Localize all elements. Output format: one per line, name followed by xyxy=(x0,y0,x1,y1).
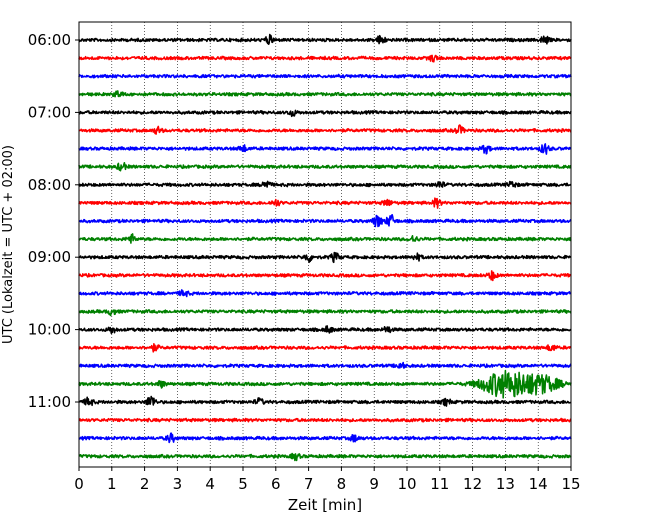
trace-1145 xyxy=(78,452,572,462)
trace-1015 xyxy=(78,343,572,353)
trace-1130 xyxy=(78,432,572,444)
trace-0830 xyxy=(78,214,572,228)
y-tick-label: 09:00 xyxy=(28,248,71,266)
x-tick-label: 14 xyxy=(529,475,548,493)
trace-0900 xyxy=(78,251,572,264)
x-tick-label: 12 xyxy=(463,475,482,493)
x-tick-label: 1 xyxy=(107,475,117,493)
y-tick-label: 06:00 xyxy=(28,31,71,49)
trace-1030 xyxy=(78,361,572,369)
trace-1045 xyxy=(78,369,572,399)
vertical-grid xyxy=(111,22,539,467)
trace-group xyxy=(78,33,572,462)
trace-0945 xyxy=(78,309,572,317)
trace-1115 xyxy=(78,417,572,423)
x-tick-label: 11 xyxy=(430,475,449,493)
trace-1000 xyxy=(78,325,572,335)
trace-1100 xyxy=(78,395,572,407)
x-tick-label: 4 xyxy=(205,475,215,493)
x-tick-label: 15 xyxy=(561,475,580,493)
trace-0615 xyxy=(78,54,572,63)
x-axis-label: Zeit [min] xyxy=(288,496,362,514)
y-tick-label: 11:00 xyxy=(28,393,71,411)
x-tick-label: 0 xyxy=(74,475,84,493)
trace-0600 xyxy=(78,33,572,45)
trace-0700 xyxy=(78,109,572,118)
trace-0915 xyxy=(78,270,572,282)
trace-0745 xyxy=(78,162,572,172)
trace-0815 xyxy=(78,197,572,209)
x-tick-label: 8 xyxy=(337,475,347,493)
plot-frame xyxy=(78,21,572,468)
y-tick-label: 10:00 xyxy=(28,321,71,339)
x-tick-label: 9 xyxy=(369,475,379,493)
y-tick-label: 07:00 xyxy=(28,103,71,121)
trace-0800 xyxy=(78,180,572,188)
x-axis: 0 1 2 3 4 5 6 7 8 9 10 11 12 13 14 15 xyxy=(74,467,581,493)
trace-0715 xyxy=(78,124,572,135)
x-tick-label: 6 xyxy=(271,475,281,493)
x-tick-label: 10 xyxy=(397,475,416,493)
trace-0630 xyxy=(78,73,572,79)
y-tick-label: 08:00 xyxy=(28,176,71,194)
trace-0645 xyxy=(78,90,572,98)
trace-0845 xyxy=(78,233,572,244)
x-tick-label: 3 xyxy=(173,475,183,493)
y-axis: 06:00 07:00 08:00 09:00 10:00 11:00 xyxy=(28,31,79,411)
trace-0930 xyxy=(78,289,572,298)
y-axis-label: UTC (Lokalzeit = UTC + 02:00) xyxy=(1,145,16,344)
x-tick-label: 2 xyxy=(140,475,150,493)
trace-0730 xyxy=(78,143,572,155)
x-tick-label: 7 xyxy=(304,475,314,493)
x-tick-label: 5 xyxy=(238,475,248,493)
x-tick-label: 13 xyxy=(496,475,515,493)
